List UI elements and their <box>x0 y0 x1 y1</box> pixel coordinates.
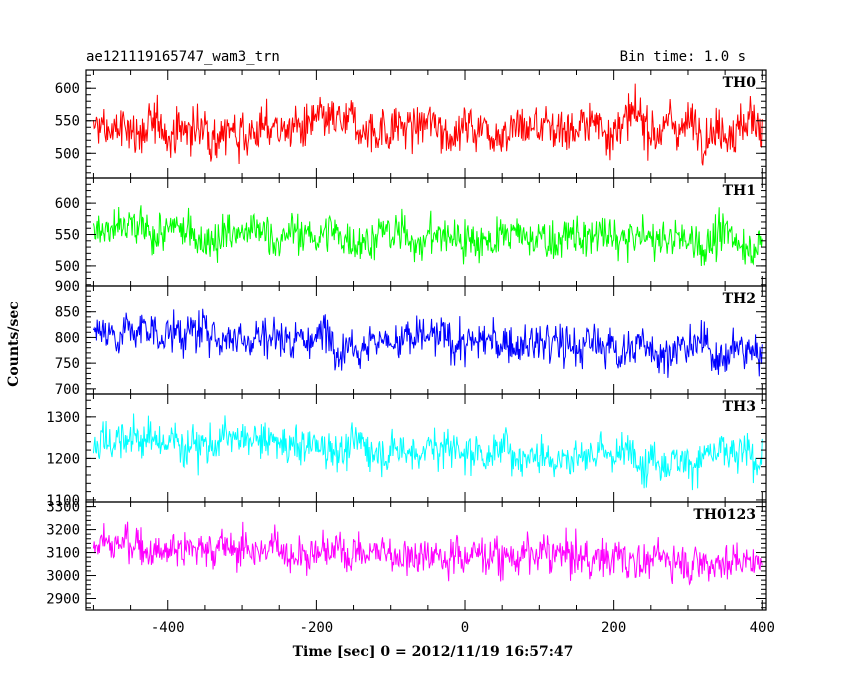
chart-title: ae121119165747_wam3_trn <box>86 49 280 65</box>
panel-label-th2: TH2 <box>723 291 756 307</box>
y-tick-label: 600 <box>55 196 80 212</box>
y-tick-label: 550 <box>55 114 80 130</box>
x-tick-label: 200 <box>601 620 626 636</box>
y-axis-label: Counts/sec <box>6 301 22 387</box>
y-tick-label: 750 <box>55 356 80 372</box>
bin-time-label: Bin time: 1.0 s <box>620 49 746 65</box>
x-axis-label: Time [sec] 0 = 2012/11/19 16:57:47 <box>293 644 574 660</box>
y-tick-label: 3300 <box>46 500 80 516</box>
y-tick-label: 1100 <box>46 493 80 509</box>
series-line-th1 <box>92 205 763 267</box>
y-tick-label: 3000 <box>46 569 80 585</box>
x-tick-label: 0 <box>461 620 469 636</box>
y-tick-label: 850 <box>55 305 80 321</box>
y-tick-label: 900 <box>55 279 80 295</box>
panels-group: TH0 500 550 600 TH1 500 550 600 TH2 700 750 800 850 9… <box>46 69 775 636</box>
series-line-th3 <box>92 413 763 491</box>
y-tick-label: 500 <box>55 259 80 275</box>
y-tick-label: 3100 <box>46 546 80 562</box>
x-tick-label: -200 <box>300 620 334 636</box>
series-line-th0 <box>92 83 763 166</box>
x-tick-label: 400 <box>750 620 775 636</box>
y-tick-label: 1300 <box>46 410 80 426</box>
panel-frame-th0123 <box>85 501 767 611</box>
y-tick-label: 500 <box>55 146 80 162</box>
panel-label-th3: TH3 <box>723 399 756 415</box>
series-line-th0123 <box>92 521 763 586</box>
y-tick-label: 600 <box>55 81 80 97</box>
series-line-th2 <box>92 308 763 378</box>
y-tick-label: 1200 <box>46 451 80 467</box>
x-tick-label: -400 <box>151 620 185 636</box>
y-tick-label: 2900 <box>46 592 80 608</box>
y-tick-label: 700 <box>55 382 80 398</box>
panel-label-th1: TH1 <box>723 183 756 199</box>
panel-label-th0: TH0 <box>723 75 757 91</box>
y-tick-label: 550 <box>55 228 80 244</box>
y-tick-label: 3200 <box>46 523 80 539</box>
y-tick-label: 800 <box>55 330 80 346</box>
panel-label-th0123: TH0123 <box>693 507 756 523</box>
